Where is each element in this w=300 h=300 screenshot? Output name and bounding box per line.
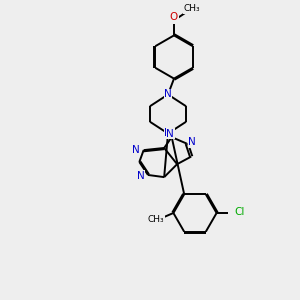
Text: N: N bbox=[166, 129, 174, 139]
Text: N: N bbox=[188, 137, 196, 147]
Text: N: N bbox=[164, 128, 172, 139]
Text: O: O bbox=[170, 12, 178, 22]
Text: N: N bbox=[132, 145, 140, 154]
Text: N: N bbox=[136, 171, 144, 181]
Text: N: N bbox=[164, 89, 172, 100]
Text: Cl: Cl bbox=[234, 207, 244, 218]
Text: CH₃: CH₃ bbox=[184, 4, 200, 14]
Text: CH₃: CH₃ bbox=[148, 215, 165, 224]
